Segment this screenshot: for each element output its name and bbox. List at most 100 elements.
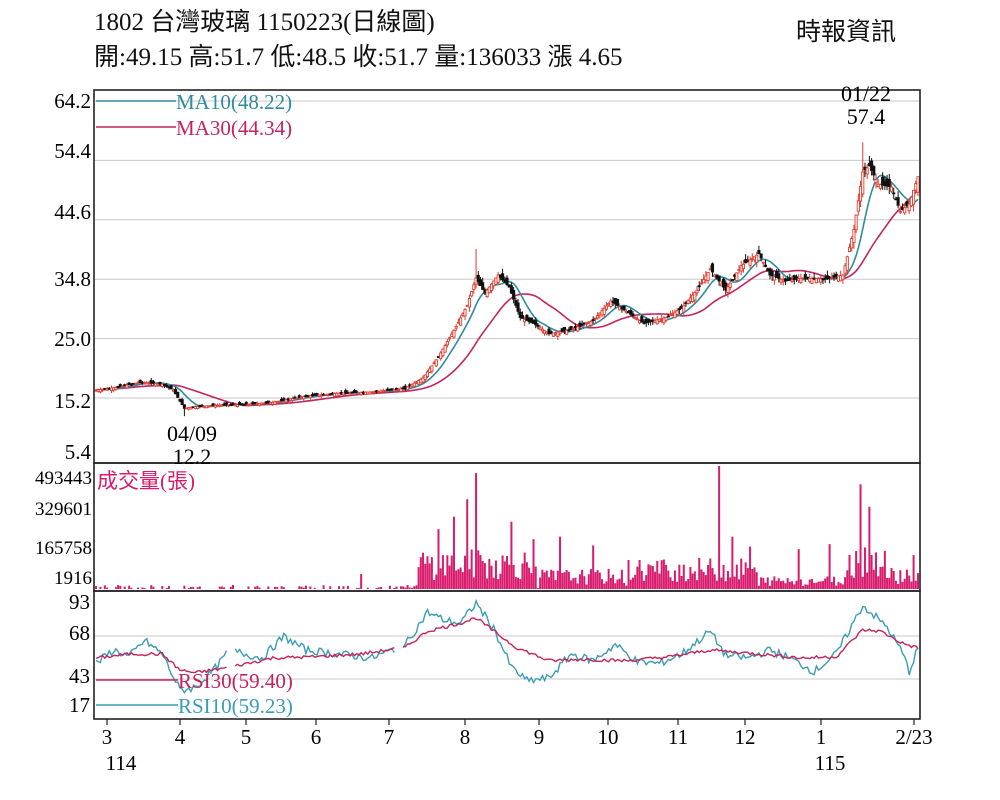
volume-bar [402,586,405,589]
candle-body [452,329,456,338]
volume-bar [793,584,796,589]
volume-bar [479,555,482,589]
volume-bars [95,466,919,589]
volume-bar [594,572,597,589]
candle-body [173,388,178,395]
candle-body [845,256,849,271]
volume-bar [826,576,829,589]
candle-body [695,289,699,294]
candle-body [120,385,125,388]
volume-bar [735,564,738,589]
volume-bar [103,585,106,589]
volume-bar [903,578,906,589]
rsi-tick-label: 43 [69,664,90,688]
candle-body [850,238,854,249]
candle-body [635,318,639,321]
candle-body [98,389,102,393]
volume-bar [709,558,712,589]
volume-bar [503,561,506,589]
volume-bar [547,577,550,589]
volume-bar [128,585,131,589]
volume-bar [514,577,517,589]
volume-bar [464,555,467,589]
volume-bar [704,575,707,589]
volume-bar [585,584,588,589]
volume-bar [897,583,900,589]
candle-body [697,285,701,288]
volume-bar [634,574,637,589]
high-annotation-date: 01/22 [841,81,891,106]
candle-body [249,403,253,406]
candle-body [666,315,670,318]
candle-body [861,171,865,195]
candle-body [421,377,425,383]
candle-body [874,179,878,183]
volume-bar [435,574,438,589]
volume-bar [468,569,471,589]
candle-body [211,403,215,406]
volume-bar [313,587,316,589]
volume-bar [673,570,676,589]
candle-body [125,384,129,389]
volume-bar [539,577,542,589]
candle-body [509,285,513,294]
candle-body [337,392,341,396]
volume-bar [601,579,604,589]
candle-body [472,284,476,290]
volume-bar [802,585,805,589]
volume-bar [450,555,453,589]
volume-bar [543,572,546,589]
volume-bar [605,581,608,589]
volume-bar [612,574,615,589]
volume-bar [309,586,312,589]
volume-bar [448,565,451,589]
volume-bar [426,556,429,589]
candle-body [169,385,173,390]
volume-bar [753,567,756,589]
candle-body [315,393,319,396]
volume-bar [861,576,864,589]
candle-body [196,405,200,409]
volume-bar [258,587,261,589]
candle-body [180,399,184,406]
volume-bar [192,586,195,589]
candle-body [434,359,438,367]
candle-body [593,317,597,320]
x-tick-label: 7 [384,725,395,749]
volume-bar [525,562,528,589]
volume-bar [355,588,358,589]
candle-body [538,327,542,331]
volume-bar [190,587,193,589]
volume-bar [738,579,741,589]
candle-body [151,381,156,384]
volume-bar [799,579,802,589]
volume-bar [475,473,478,589]
candle-body [788,277,792,281]
candle-body [447,337,452,340]
candle-body [262,402,266,405]
volume-bar [254,586,257,589]
volume-bar [123,586,126,589]
volume-bar [883,550,886,589]
volume-bar [559,536,562,589]
low-annotation-date: 04/09 [167,421,217,446]
y-tick-label: 25.0 [54,327,91,351]
moving-averages [95,174,919,408]
volume-bar [583,576,586,589]
volume-bar [422,552,425,589]
volume-bar [638,559,641,589]
volume-bar [731,536,734,589]
volume-bar [810,578,813,589]
volume-bar [740,558,743,589]
candle-body [344,390,348,394]
volume-bar [875,552,878,589]
candle-body [916,176,920,193]
candle-body [717,275,721,282]
candle-body [569,326,573,330]
volume-bar [410,587,413,589]
candle-body [757,250,761,255]
volume-bar [711,568,714,589]
candle-body [655,319,659,325]
volume-bar [905,569,908,589]
volume-bar [720,577,723,589]
